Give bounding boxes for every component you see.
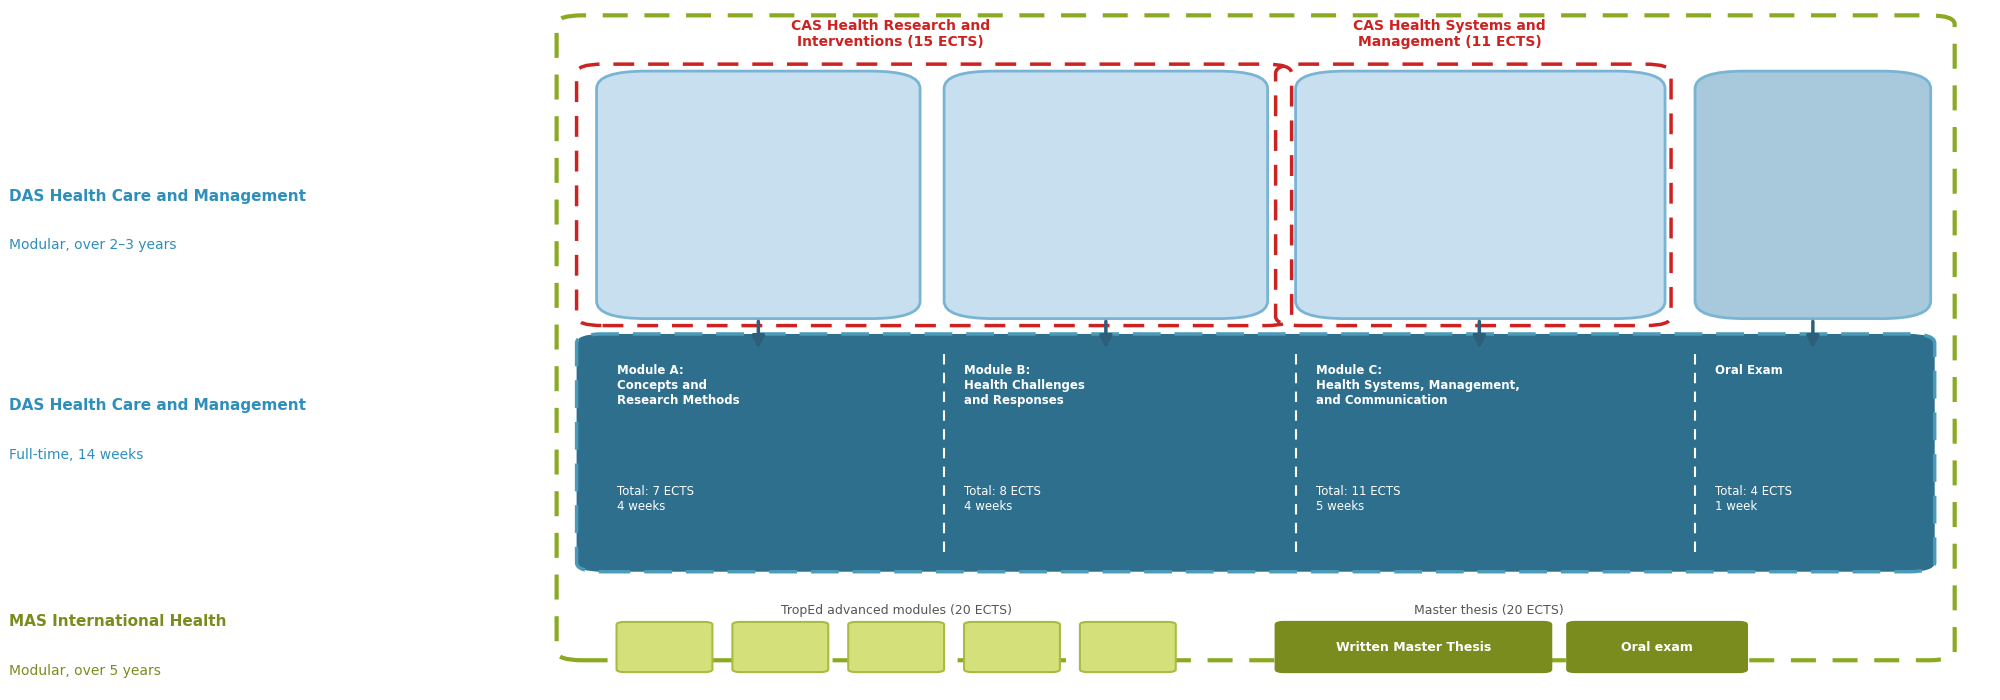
Text: Total: 7 ECTS
4 weeks: Total: 7 ECTS 4 weeks: [616, 238, 694, 266]
Text: MAS International Health: MAS International Health: [10, 615, 226, 629]
Text: Total: 4 ECTS
1 week: Total: 4 ECTS 1 week: [1716, 238, 1792, 266]
Text: Module C:
Health Systems, Management,
and Communication: Module C: Health Systems, Management, an…: [1316, 364, 1520, 407]
FancyBboxPatch shape: [1696, 71, 1930, 318]
FancyBboxPatch shape: [1568, 622, 1746, 672]
Text: DAS Health Care and Management: DAS Health Care and Management: [10, 398, 306, 413]
Text: Master thesis (20 ECTS): Master thesis (20 ECTS): [1414, 603, 1564, 617]
Text: Full-time, 14 weeks: Full-time, 14 weeks: [10, 447, 144, 461]
Text: Oral Exam: Oral Exam: [1716, 87, 1782, 99]
Text: DAS Health Care and Management: DAS Health Care and Management: [10, 189, 306, 204]
Text: Total: 8 ECTS
4 weeks: Total: 8 ECTS 4 weeks: [964, 485, 1040, 513]
Text: Oral exam: Oral exam: [1622, 640, 1694, 654]
Text: Oral Exam: Oral Exam: [1716, 364, 1782, 377]
Text: CAS Health Systems and
Management (11 ECTS): CAS Health Systems and Management (11 EC…: [1354, 19, 1546, 49]
Text: Module A:
Concepts and
Research Methods: Module A: Concepts and Research Methods: [616, 364, 740, 407]
Text: Module B:
Health Challenges
and Responses: Module B: Health Challenges and Response…: [964, 87, 1084, 130]
FancyBboxPatch shape: [1296, 71, 1666, 318]
Text: Modular, over 2–3 years: Modular, over 2–3 years: [10, 239, 176, 253]
Text: Written Master Thesis: Written Master Thesis: [1336, 640, 1492, 654]
FancyBboxPatch shape: [616, 622, 712, 672]
Text: Total: 7 ECTS
4 weeks: Total: 7 ECTS 4 weeks: [616, 485, 694, 513]
Text: Total: 11 ECTS
5 weeks: Total: 11 ECTS 5 weeks: [1316, 485, 1400, 513]
FancyBboxPatch shape: [964, 622, 1060, 672]
Text: Module B:
Health Challenges
and Responses: Module B: Health Challenges and Response…: [964, 364, 1084, 407]
FancyBboxPatch shape: [596, 71, 920, 318]
Text: TropEd advanced modules (20 ECTS): TropEd advanced modules (20 ECTS): [780, 603, 1012, 617]
FancyBboxPatch shape: [576, 334, 1934, 572]
FancyBboxPatch shape: [848, 622, 944, 672]
FancyBboxPatch shape: [1080, 622, 1176, 672]
FancyBboxPatch shape: [1276, 622, 1552, 672]
Text: Total: 4 ECTS
1 week: Total: 4 ECTS 1 week: [1716, 485, 1792, 513]
Text: Module A:
Concepts and
Research Methods: Module A: Concepts and Research Methods: [616, 87, 740, 130]
Text: Total: 11 ECTS
5 weeks: Total: 11 ECTS 5 weeks: [1316, 238, 1400, 266]
Text: Modular, over 5 years: Modular, over 5 years: [10, 664, 162, 678]
FancyBboxPatch shape: [732, 622, 828, 672]
Text: CAS Health Research and
Interventions (15 ECTS): CAS Health Research and Interventions (1…: [790, 19, 990, 49]
Text: Module C:
Health Systems, Management,
and Communication: Module C: Health Systems, Management, an…: [1316, 87, 1520, 130]
Text: Total: 8 ECTS
4 weeks: Total: 8 ECTS 4 weeks: [964, 238, 1040, 266]
FancyBboxPatch shape: [944, 71, 1268, 318]
